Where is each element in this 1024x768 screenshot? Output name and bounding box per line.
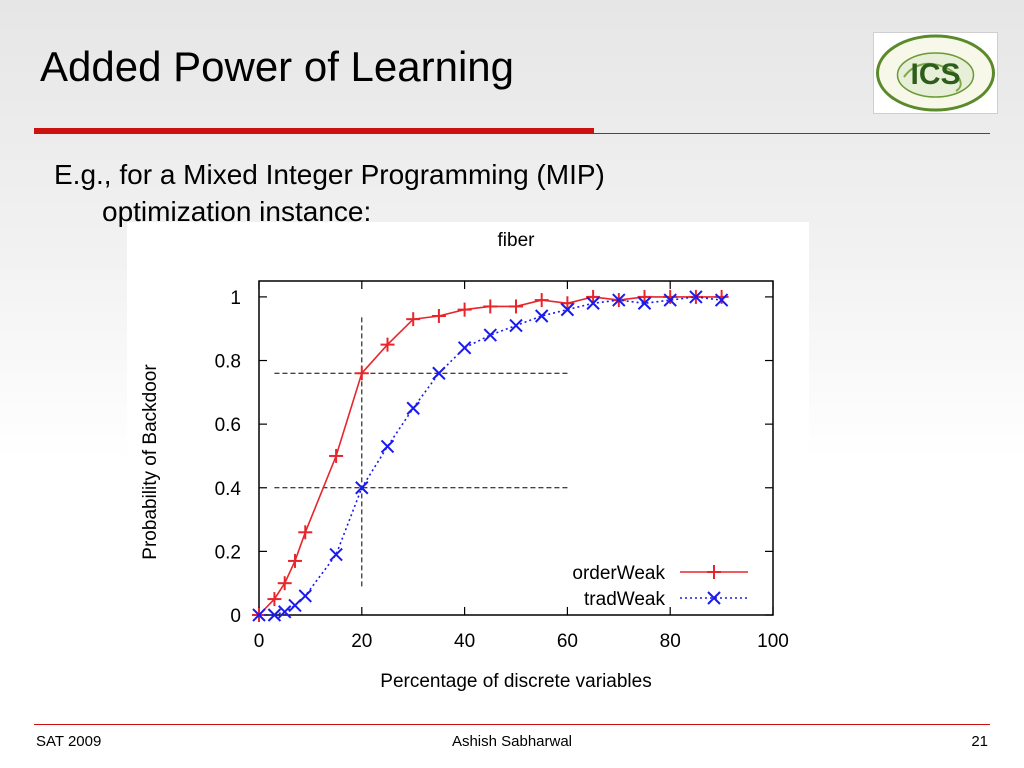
data-point-tradWeak [329,547,343,562]
data-point-orderWeak [560,296,575,311]
title-rule-thick [34,128,594,134]
bullet-line-2: optimization instance: [102,196,372,227]
legend: orderWeak tradWeak [572,563,748,610]
bullet-text: E.g., for a Mixed Integer Programming (M… [54,156,774,230]
data-point-tradWeak [637,296,652,310]
footer-page-number: 21 [971,733,988,750]
data-point-orderWeak [637,289,652,304]
data-point-orderWeak [509,299,523,314]
ics-logo: ICS [873,32,998,114]
data-point-orderWeak [663,289,678,304]
y-axis-label: Probability of Backdoor [140,364,161,560]
data-point-tradWeak [509,318,523,333]
footer-author: Ashish Sabharwal [451,733,573,750]
data-point-tradWeak [432,366,446,380]
y-tick-label: 0.8 [215,352,241,373]
slide-title: Added Power of Learning [40,43,514,90]
data-point-orderWeak [457,302,472,317]
footer-conference: SAT 2009 [36,733,102,750]
x-tick-label: 80 [660,631,681,652]
legend-marker-tradWeak [707,591,721,605]
legend-marker-orderWeak [707,565,721,579]
data-point-orderWeak [431,308,446,323]
y-tick-label: 1 [230,288,241,309]
legend-label-tradWeak: tradWeak [584,589,665,610]
chart-title: fiber [498,230,536,251]
data-point-tradWeak [560,302,575,317]
data-point-tradWeak [534,309,549,323]
data-point-orderWeak [354,366,369,381]
data-point-orderWeak [534,293,549,308]
data-point-orderWeak [406,312,421,327]
y-tick-label: 0.6 [215,415,241,436]
x-tick-label: 100 [757,631,789,652]
data-point-orderWeak [267,592,282,607]
reference-lines [274,315,568,587]
data-point-orderWeak [380,337,395,352]
data-point-orderWeak [714,289,729,304]
x-tick-label: 40 [454,631,475,652]
data-point-tradWeak [406,401,420,415]
y-tick-label: 0 [230,606,241,627]
x-axis-label: Percentage of discrete variables [380,671,651,692]
y-tick-label: 0.4 [215,479,242,500]
data-point-tradWeak [298,589,312,603]
data-point-tradWeak [663,293,677,307]
logo-text: ICS [910,58,960,91]
legend-label-orderWeak: orderWeak [572,563,665,584]
data-point-tradWeak [457,341,472,355]
data-point-orderWeak [483,299,498,314]
y-tick-label: 0.2 [215,542,241,563]
x-tick-label: 20 [351,631,372,652]
data-point-tradWeak [355,481,369,495]
x-tick-label: 60 [557,631,578,652]
data-point-tradWeak [714,293,729,307]
data-point-orderWeak [287,553,302,568]
x-tick-label: 0 [254,631,265,652]
axis-ticks: 0 20 40 60 80 100 0 0.2 0.4 0.6 0.8 1 [215,281,789,652]
data-point-orderWeak [586,289,601,304]
data-point-orderWeak [329,448,344,463]
bullet-line-1: E.g., for a Mixed Integer Programming (M… [54,159,605,190]
chart: fiber Percentage of discrete variables P… [140,230,789,692]
data-point-tradWeak [612,293,626,307]
data-point-tradWeak [252,608,266,622]
data-point-tradWeak [689,290,703,304]
data-point-tradWeak [380,439,395,454]
data-point-tradWeak [267,608,282,622]
data-point-orderWeak [298,525,313,540]
footer-rule [34,724,990,725]
data-point-tradWeak [483,328,498,342]
data-point-tradWeak [586,296,600,310]
data-point-orderWeak [277,576,292,591]
data-point-tradWeak [277,605,292,619]
plot-frame [258,280,774,616]
title-rule-thin [594,133,990,134]
series-layer [252,289,729,622]
